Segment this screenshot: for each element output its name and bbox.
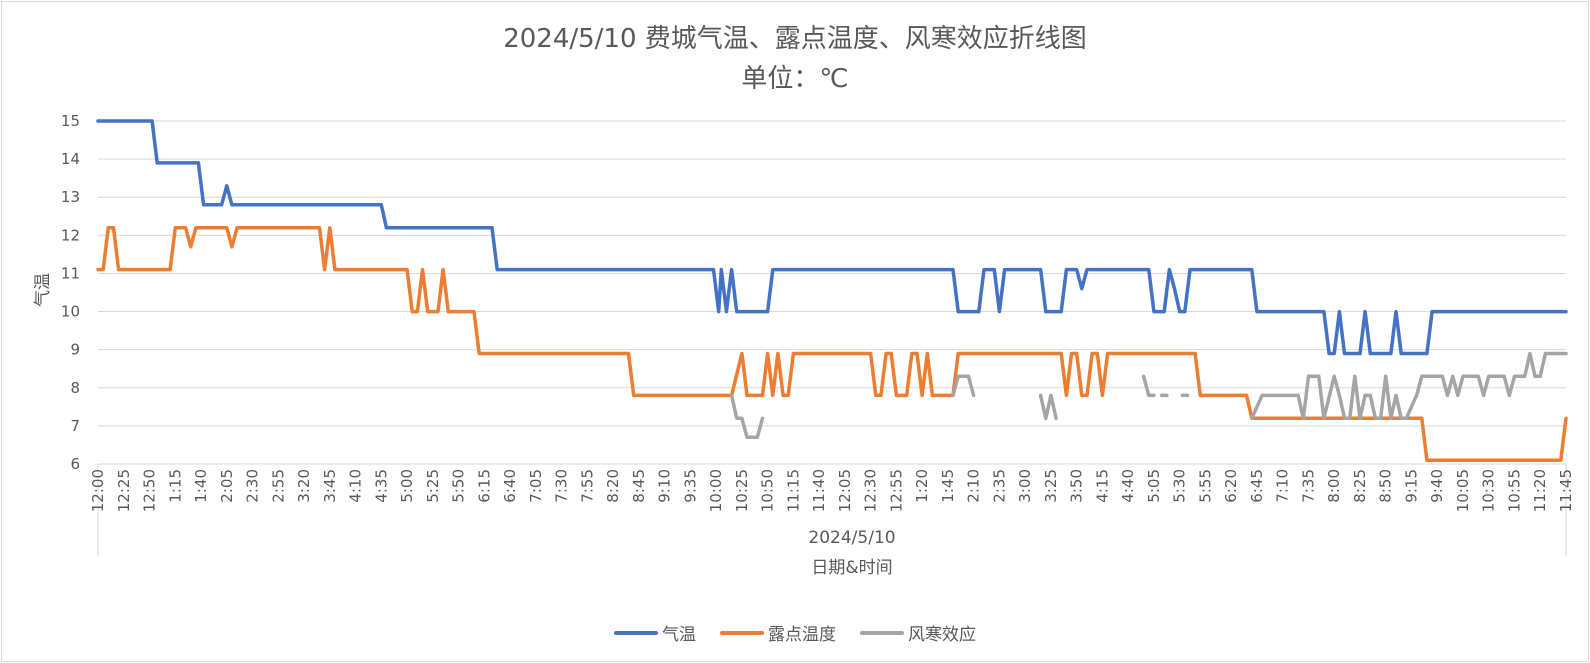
legend-swatch xyxy=(860,630,904,635)
x-axis-line xyxy=(97,463,1567,556)
x-tick-label: 1:15 xyxy=(166,469,184,503)
x-tick-label: 5:55 xyxy=(1196,469,1214,503)
legend-label: 气温 xyxy=(662,625,696,645)
y-tick-label: 9 xyxy=(70,341,80,359)
x-tick-label: 11:15 xyxy=(784,469,802,512)
x-tick-label: 5:00 xyxy=(398,469,416,503)
x-tick-label: 3:00 xyxy=(1016,469,1034,503)
x-tick-label: 12:50 xyxy=(141,469,159,512)
x-tick-label: 8:25 xyxy=(1351,469,1369,503)
x-tick-label: 10:50 xyxy=(759,469,777,512)
x-tick-label: 8:45 xyxy=(630,469,648,503)
x-tick-label: 5:25 xyxy=(424,469,442,503)
y-tick-label: 12 xyxy=(61,226,80,244)
x-axis-ticks: 12:00 12:25 12:50 1:15 1:40 2:05 2:30 2:55 3:20 3… xyxy=(89,469,1575,512)
y-tick-label: 13 xyxy=(61,188,80,206)
legend-item-3: 风寒效应 xyxy=(860,620,976,645)
x-tick-label: 7:35 xyxy=(1299,469,1317,503)
y-tick-label: 8 xyxy=(70,379,80,397)
x-tick-label: 7:30 xyxy=(553,469,571,503)
x-tick-label: 12:30 xyxy=(862,469,880,512)
x-tick-label: 7:05 xyxy=(527,469,545,503)
x-tick-label: 2:10 xyxy=(965,469,983,503)
x-tick-label: 5:50 xyxy=(450,469,468,503)
x-tick-label: 7:55 xyxy=(578,469,596,503)
x-tick-label: 4:10 xyxy=(347,469,365,503)
series-line-3 xyxy=(729,393,765,440)
x-tick-label: 2:05 xyxy=(218,469,236,503)
x-tick-label: 9:35 xyxy=(681,469,699,503)
chart-legend: 气温 露点温度 风寒效应 xyxy=(0,620,1590,645)
y-axis-ticks: 6 7 8 9 10 11 12 13 14 15 xyxy=(61,112,80,473)
x-tick-label: 11:20 xyxy=(1531,469,1549,512)
x-tick-label: 11:45 xyxy=(1557,469,1575,512)
x-tick-label: 3:25 xyxy=(1042,469,1060,503)
x-tick-label: 10:05 xyxy=(1454,469,1472,512)
x-tick-label: 4:15 xyxy=(1093,469,1111,503)
legend-label: 露点温度 xyxy=(768,625,836,645)
x-tick-label: 6:20 xyxy=(1222,469,1240,503)
x-tick-label: 8:50 xyxy=(1377,469,1395,503)
legend-item-2: 露点温度 xyxy=(720,620,836,645)
legend-item-1: 气温 xyxy=(614,620,696,645)
x-tick-label: 6:45 xyxy=(1248,469,1266,503)
x-tick-label: 10:00 xyxy=(707,469,725,512)
legend-swatch xyxy=(720,630,764,635)
y-tick-label: 11 xyxy=(61,264,80,282)
x-tick-label: 2:35 xyxy=(990,469,1008,503)
x-tick-label: 6:15 xyxy=(475,469,493,503)
series-line-3 xyxy=(1141,374,1156,398)
x-tick-label: 7:10 xyxy=(1274,469,1292,503)
x-tick-label: 9:15 xyxy=(1402,469,1420,503)
series-line-1 xyxy=(96,119,1568,356)
y-tick-label: 7 xyxy=(70,417,80,435)
x-tick-label: 4:40 xyxy=(1119,469,1137,503)
x-tick-label: 1:40 xyxy=(192,469,210,503)
x-tick-label: 1:20 xyxy=(913,469,931,503)
y-tick-label: 6 xyxy=(70,455,80,473)
x-tick-label: 3:45 xyxy=(321,469,339,503)
x-tick-label: 2:30 xyxy=(244,469,262,503)
series-line-2 xyxy=(96,225,1568,462)
x-tick-label: 5:30 xyxy=(1171,469,1189,503)
x-tick-label: 9:10 xyxy=(656,469,674,503)
x-tick-label: 12:25 xyxy=(115,469,133,512)
y-tick-label: 14 xyxy=(61,150,80,168)
x-tick-label: 12:55 xyxy=(887,469,905,512)
x-tick-label: 10:25 xyxy=(733,469,751,512)
y-tick-label: 10 xyxy=(61,303,80,321)
legend-label: 风寒效应 xyxy=(908,625,976,645)
x-tick-label: 5:05 xyxy=(1145,469,1163,503)
x-tick-label: 2:55 xyxy=(269,469,287,503)
chart-subtitle: 单位：℃ xyxy=(741,64,849,94)
x-tick-label: 3:50 xyxy=(1068,469,1086,503)
y-axis-title: 气温 xyxy=(33,273,53,307)
series-line-3 xyxy=(951,374,976,398)
x-tick-label: 3:20 xyxy=(295,469,313,503)
x-tick-label: 9:40 xyxy=(1428,469,1446,503)
x-tick-label: 12:05 xyxy=(836,469,854,512)
x-tick-label: 10:30 xyxy=(1480,469,1498,512)
gridlines xyxy=(97,120,1567,556)
x-tick-label: 8:00 xyxy=(1325,469,1343,503)
x-tick-label: 4:35 xyxy=(372,469,390,503)
series-line-3 xyxy=(1038,393,1058,421)
x-tick-label: 12:00 xyxy=(89,469,107,512)
series-lines xyxy=(96,119,1568,462)
y-tick-label: 15 xyxy=(61,112,80,130)
x-group-label: 2024/5/10 xyxy=(808,528,895,548)
x-tick-label: 10:55 xyxy=(1505,469,1523,512)
x-axis-title: 日期&时间 xyxy=(811,558,892,578)
chart-title: 2024/5/10 费城气温、露点温度、风寒效应折线图 xyxy=(503,24,1087,54)
series-line-3 xyxy=(1250,351,1568,421)
x-tick-label: 6:40 xyxy=(501,469,519,503)
legend-swatch xyxy=(614,630,658,635)
x-tick-label: 1:45 xyxy=(939,469,957,503)
x-tick-label: 8:20 xyxy=(604,469,622,503)
x-tick-label: 11:40 xyxy=(810,469,828,512)
